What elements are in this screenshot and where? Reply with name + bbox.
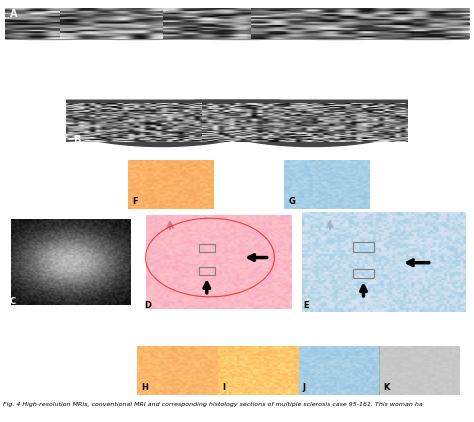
Text: B: B [73, 135, 81, 146]
Bar [353, 242, 374, 252]
Text: Fig. 4 High-resolution MRIs, conventional MRI and corresponding histology sectio: Fig. 4 High-resolution MRIs, conventiona… [3, 402, 423, 407]
Circle shape [61, 9, 413, 40]
Text: C: C [10, 298, 16, 306]
Text: G: G [289, 197, 296, 206]
Text: K: K [383, 383, 390, 392]
Text: H: H [141, 383, 148, 392]
Bar [353, 269, 374, 278]
Polygon shape [182, 100, 442, 146]
Polygon shape [32, 100, 292, 146]
Bar [199, 267, 215, 275]
Text: A: A [10, 9, 18, 19]
Bar [199, 244, 215, 252]
Text: F: F [132, 197, 138, 206]
Circle shape [0, 9, 311, 40]
Circle shape [251, 9, 474, 40]
Text: E: E [304, 301, 310, 310]
Text: J: J [302, 383, 306, 392]
Circle shape [163, 9, 474, 40]
Text: D: D [144, 301, 151, 310]
Text: I: I [222, 383, 225, 392]
Circle shape [0, 9, 223, 40]
